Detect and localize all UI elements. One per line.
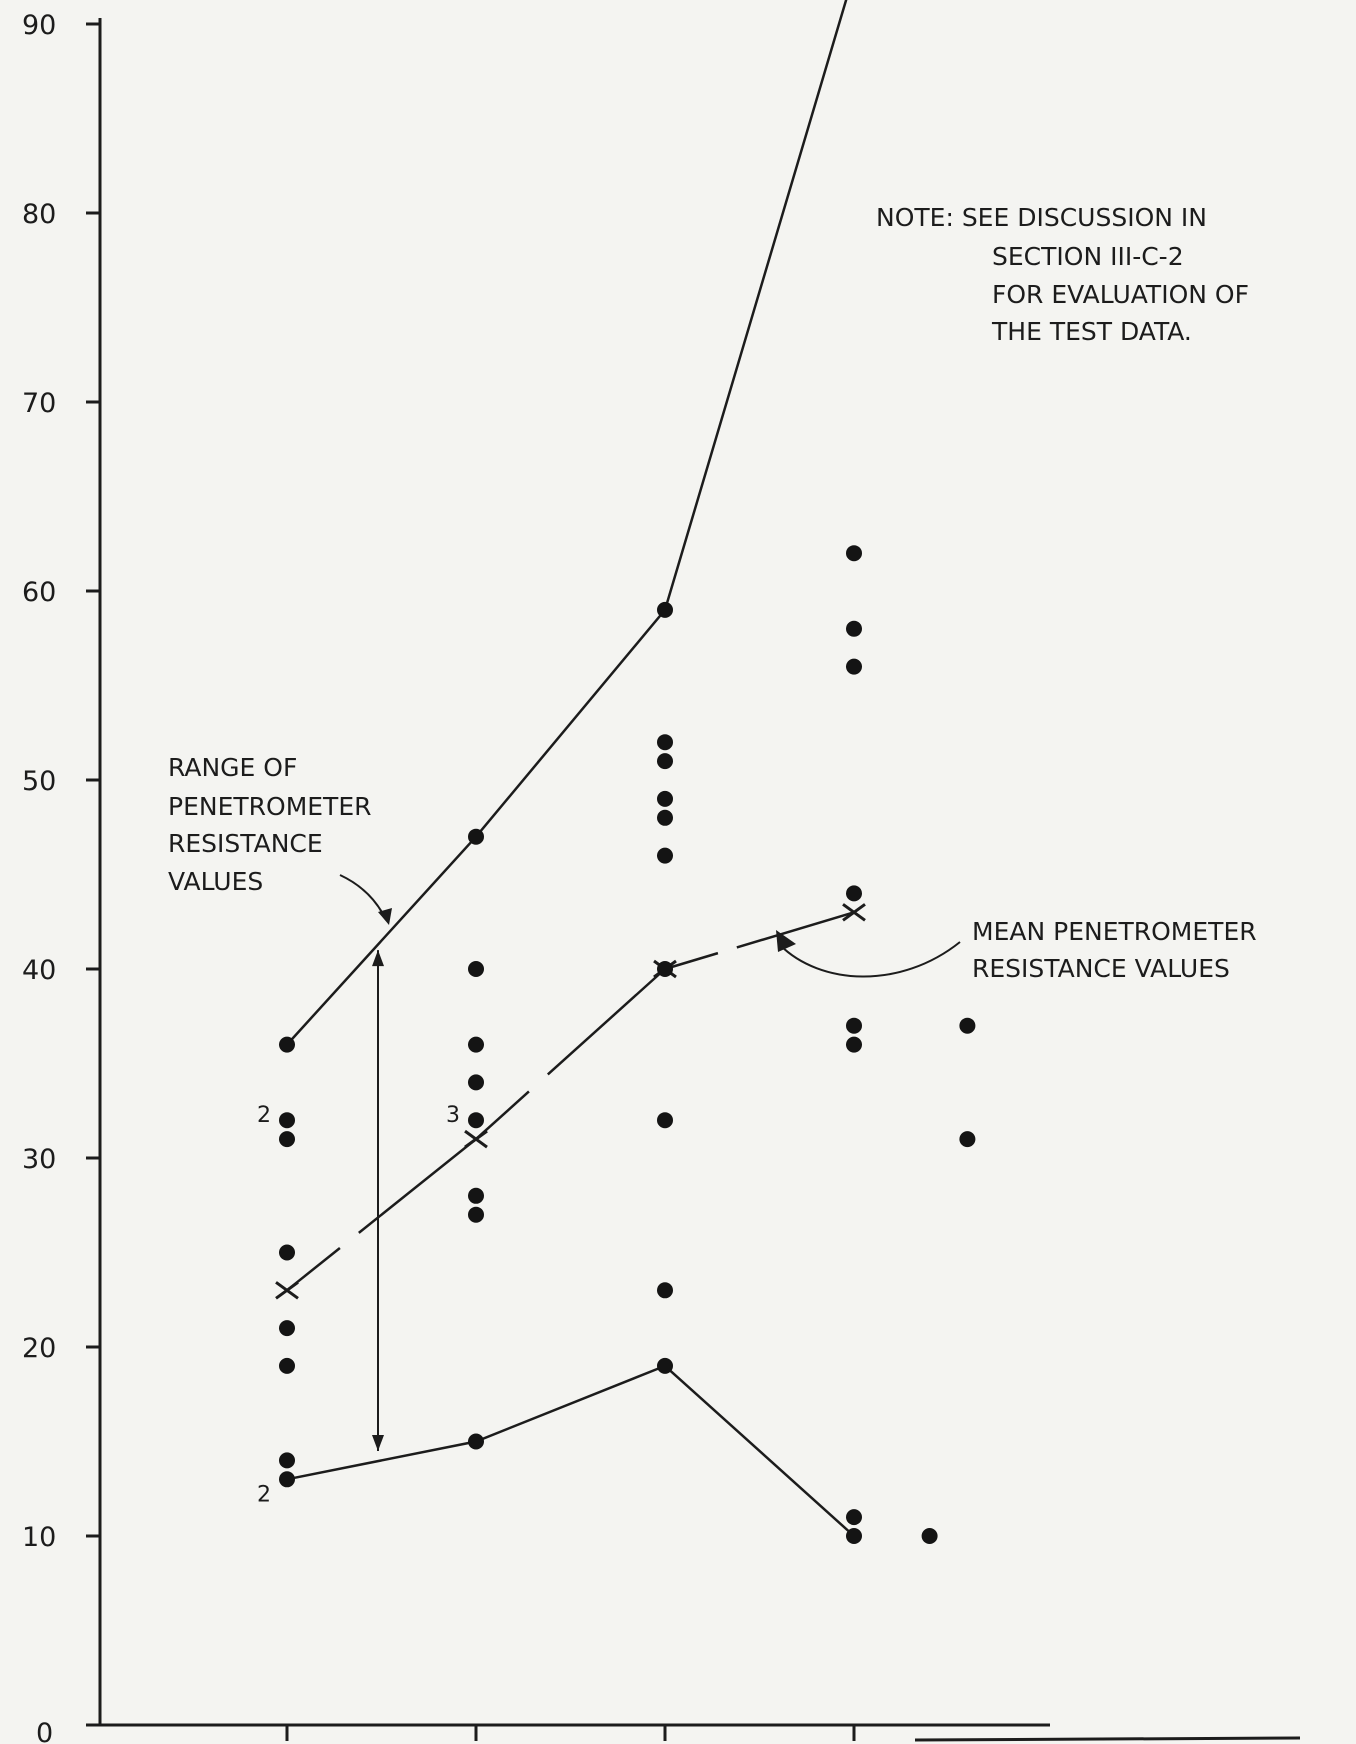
- data-point: [846, 620, 862, 637]
- range-label-line-2: PENETROMETER: [168, 792, 372, 821]
- y-tick-label: 70: [22, 388, 56, 419]
- data-point: [468, 1433, 484, 1450]
- series-lines: [275, 0, 866, 1537]
- data-point: [657, 601, 673, 618]
- data-point: [468, 1187, 484, 1204]
- range-arrowhead-down: [372, 1434, 384, 1451]
- data-point: [468, 961, 484, 977]
- y-tick-label: 40: [22, 955, 56, 986]
- y-tick-label: 20: [22, 1333, 56, 1364]
- mean-line-segment: [546, 968, 666, 1076]
- mean-pointer-head: [776, 930, 796, 952]
- mean-marker: [842, 903, 866, 922]
- range-arrowhead-up: [372, 950, 384, 967]
- data-point: [846, 1017, 862, 1034]
- data-point: [657, 1282, 673, 1299]
- y-tick-label: 0: [36, 1718, 53, 1744]
- data-point: [959, 1017, 976, 1034]
- data-point: [657, 961, 673, 977]
- mean-label-line-1: MEAN PENETROMETER: [972, 917, 1257, 946]
- y-tick-label: 50: [22, 766, 56, 797]
- data-point: [279, 1471, 295, 1488]
- data-point: [279, 1131, 295, 1148]
- x-axis-ticks: [285, 1725, 856, 1741]
- y-tick-label: 90: [22, 10, 56, 41]
- data-point: [657, 1357, 673, 1374]
- data-point: [468, 1112, 484, 1129]
- mean-line-segment: [358, 1138, 477, 1234]
- data-point: [846, 1509, 862, 1526]
- point-count-label: 2: [257, 1482, 271, 1507]
- data-point: [657, 847, 673, 864]
- y-tick-label: 60: [22, 577, 56, 608]
- mean-label-line-2: RESISTANCE VALUES: [972, 954, 1230, 983]
- range-label-line-4: VALUES: [168, 867, 263, 896]
- mean-line-segment: [664, 951, 719, 971]
- data-point: [468, 828, 484, 845]
- baseline-fragment: [914, 1736, 1301, 1742]
- data-point: [279, 1112, 295, 1129]
- axes: [98, 18, 1301, 1742]
- data-point: [846, 658, 862, 675]
- point-count-labels: 2 3 2: [257, 1103, 460, 1507]
- data-points: [279, 545, 976, 1544]
- data-point: [657, 753, 673, 770]
- point-count-label: 3: [446, 1103, 460, 1128]
- data-point: [657, 734, 673, 751]
- data-point: [279, 1320, 295, 1337]
- data-point: [279, 1452, 295, 1469]
- range-label-line-3: RESISTANCE: [168, 829, 323, 858]
- annotation-arrows: [339, 874, 961, 1451]
- data-point: [846, 545, 862, 562]
- data-point: [657, 790, 673, 807]
- data-point: [921, 1528, 938, 1544]
- data-point: [468, 1074, 484, 1091]
- data-point: [846, 1528, 862, 1544]
- data-point: [657, 809, 673, 826]
- data-point: [279, 1357, 295, 1374]
- mean-line-segment: [736, 911, 855, 949]
- range-lower-line: [286, 1364, 855, 1537]
- range-upper-line: [286, 0, 848, 1046]
- range-pointer-head: [378, 908, 392, 925]
- data-point: [279, 1244, 295, 1261]
- data-point: [279, 1036, 295, 1053]
- range-label-line-1: RANGE OF: [168, 753, 297, 782]
- data-point: [657, 1112, 673, 1129]
- point-count-label: 2: [257, 1103, 271, 1128]
- mean-label-pointer: [779, 941, 961, 978]
- note-line-3: FOR EVALUATION OF: [992, 280, 1249, 309]
- data-point: [959, 1131, 976, 1148]
- mean-marker: [275, 1281, 299, 1300]
- data-point: [468, 1206, 484, 1223]
- note-line-1: NOTE: SEE DISCUSSION IN: [876, 203, 1207, 232]
- y-tick-label: 30: [22, 1144, 56, 1175]
- note-line-4: THE TEST DATA.: [991, 317, 1192, 346]
- note-line-2: SECTION III-C-2: [992, 242, 1184, 271]
- data-point: [468, 1036, 484, 1053]
- y-axis-ticks: 0 10 20 30 40 50 60 70 80 90: [22, 10, 100, 1744]
- y-tick-label: 10: [22, 1522, 56, 1553]
- data-point: [846, 1036, 862, 1053]
- y-tick-label: 80: [22, 199, 56, 230]
- data-point: [846, 885, 862, 902]
- mean-marker: [464, 1129, 488, 1149]
